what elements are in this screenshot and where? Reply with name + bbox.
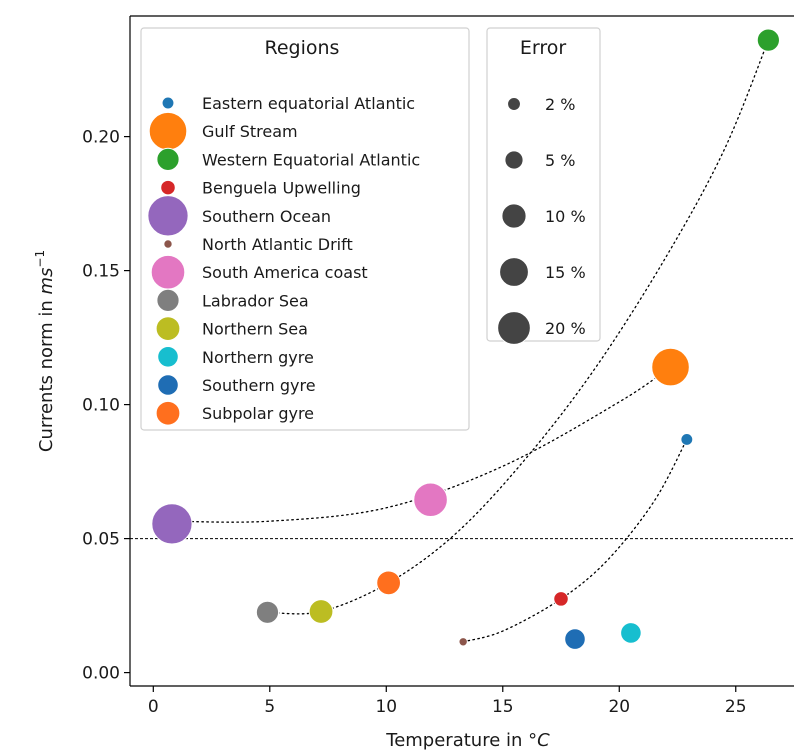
legend-error-frame [486, 27, 601, 342]
legend-regions: Regions Eastern equatorial Atlantic Gulf … [140, 27, 470, 431]
legend-entry-label: Benguela Upwelling [202, 179, 361, 198]
data-point [620, 622, 642, 644]
x-tick-label: 15 [492, 697, 514, 717]
y-axis: 0.00 0.05 0.10 0.15 0.20 [82, 128, 130, 684]
legend-entry-label: Southern Ocean [202, 207, 331, 226]
legend-entry-label: Gulf Stream [202, 122, 298, 141]
error-size-marker [497, 311, 531, 345]
legend-entry-label: North Atlantic Drift [202, 235, 353, 254]
legend-entry-label: South America coast [202, 263, 368, 282]
error-size-marker [507, 97, 521, 111]
error-size-label: 10 % [545, 207, 586, 226]
data-point [651, 347, 690, 387]
legend-marker [156, 288, 180, 313]
legend-marker [150, 254, 186, 290]
legend-marker [148, 111, 188, 151]
x-axis-label: Temperature in °C [385, 730, 550, 751]
x-tick-label: 5 [264, 697, 275, 717]
error-size-marker [501, 203, 527, 229]
legend-marker [160, 179, 176, 196]
error-size-label: 2 % [545, 95, 575, 114]
legend-error-entries: 2 % 5 % 10 % 15 % 20 % [497, 95, 586, 345]
error-size-marker [499, 257, 529, 287]
error-size-label: 15 % [545, 263, 586, 282]
legend-marker [155, 400, 181, 426]
legend-entry-label: Labrador Sea [202, 291, 309, 310]
y-tick-label: 0.20 [82, 128, 120, 148]
fit-curve [462, 438, 688, 643]
data-point [680, 433, 694, 446]
legend-entry-label: Subpolar gyre [202, 404, 314, 423]
legend-marker [147, 195, 189, 237]
y-tick-label: 0.15 [82, 262, 120, 282]
legend-regions-entries: Eastern equatorial Atlantic Gulf Stream We… [147, 94, 420, 426]
y-tick-label: 0.00 [82, 664, 120, 684]
x-tick-label: 0 [148, 697, 159, 717]
data-point [564, 628, 586, 650]
legend-marker [161, 96, 175, 110]
y-tick-label: 0.10 [82, 396, 120, 416]
fit-curve [266, 39, 770, 615]
legend-regions-frame [140, 27, 470, 431]
data-point [376, 570, 401, 596]
data-point [756, 28, 780, 52]
legend-error-title: Error [520, 37, 567, 59]
legend-marker [156, 147, 180, 172]
x-tick-label: 25 [725, 697, 747, 717]
x-axis: 0 5 10 15 20 25 [148, 686, 747, 717]
y-axis-label: Currents norm in ms−1 [33, 250, 57, 452]
data-point [413, 482, 448, 518]
legend-entry-label: Southern gyre [202, 376, 316, 395]
legend-error: Error 2 % 5 % 10 % 15 % 20 % [486, 27, 601, 345]
legend-regions-title: Regions [265, 37, 340, 59]
data-point [151, 503, 193, 545]
error-size-label: 20 % [545, 319, 586, 338]
legend-entry-label: Northern Sea [202, 320, 308, 339]
legend-entry-label: Eastern equatorial Atlantic [202, 94, 415, 113]
error-size-marker [504, 150, 524, 170]
data-point [458, 637, 468, 647]
data-point [553, 591, 569, 607]
legend-marker [155, 316, 181, 341]
data-point [308, 599, 334, 624]
x-tick-label: 20 [608, 697, 630, 717]
data-point [255, 600, 280, 624]
legend-entry-label: Western Equatorial Atlantic [202, 150, 420, 169]
y-tick-label: 0.05 [82, 530, 120, 550]
legend-marker [157, 374, 179, 396]
error-size-label: 5 % [545, 151, 575, 170]
x-tick-label: 10 [375, 697, 397, 717]
legend-marker [163, 239, 173, 249]
legend-entry-label: Northern gyre [202, 348, 314, 367]
legend-marker [157, 346, 179, 368]
data-points [151, 28, 780, 650]
